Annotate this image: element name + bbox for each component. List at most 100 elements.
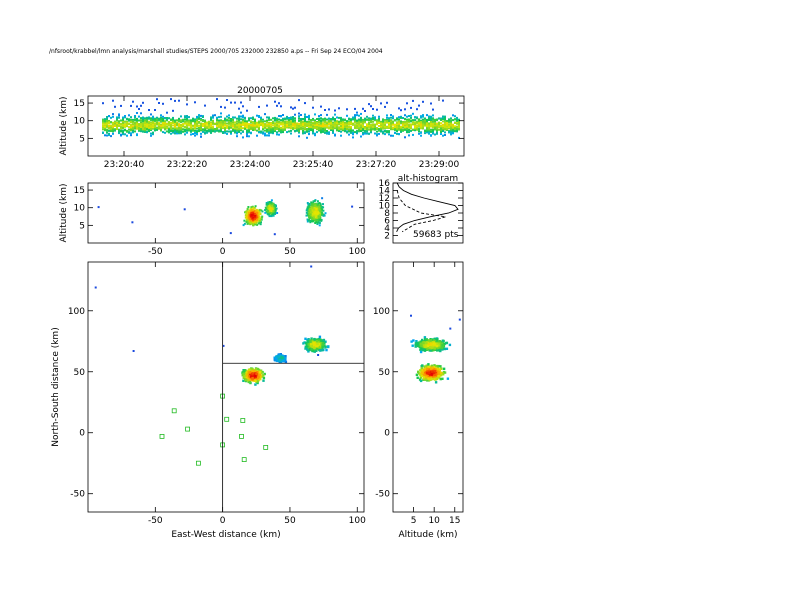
density-cell (334, 134, 336, 137)
density-cell (204, 122, 206, 125)
density-cell (400, 125, 402, 128)
density-cell (420, 116, 422, 119)
density-cell (358, 123, 360, 125)
density-cell (142, 130, 144, 133)
density-cell (394, 124, 396, 127)
density-cell (238, 119, 240, 122)
density-cell (320, 207, 323, 210)
density-cell (204, 129, 206, 132)
density-cell (130, 104, 132, 107)
density-cell (246, 374, 249, 378)
density-cell (276, 131, 278, 134)
density-cell (288, 117, 290, 119)
density-cell (122, 124, 124, 127)
density-cell (350, 131, 352, 134)
density-cell (216, 98, 218, 101)
density-cell (430, 134, 432, 137)
density-cell (230, 118, 232, 120)
density-cell (450, 133, 452, 136)
density-cell (108, 125, 110, 127)
density-cell (262, 379, 265, 382)
density-cell (190, 130, 192, 133)
density-cell (178, 123, 180, 126)
density-cell (258, 212, 261, 215)
density-cell (106, 131, 108, 134)
density-cell (126, 134, 128, 137)
density-cell (310, 124, 312, 127)
density-cell (236, 132, 238, 135)
density-cell (404, 114, 406, 117)
density-cell (364, 110, 366, 112)
density-cell (408, 118, 410, 121)
density-cell (360, 116, 362, 119)
density-cell (444, 115, 446, 118)
density-cell (290, 120, 292, 123)
density-cell (228, 121, 230, 124)
density-cell (110, 135, 112, 138)
density-cell (318, 202, 321, 204)
density-cell (444, 128, 446, 131)
density-cell (408, 124, 410, 127)
density-cell (120, 123, 122, 126)
density-cell (246, 133, 248, 136)
density-cell (118, 120, 120, 123)
density-cell (148, 127, 150, 130)
ytick-label: 2 (384, 232, 390, 242)
density-cell (306, 206, 309, 209)
density-cell (250, 373, 254, 376)
density-cell (334, 119, 336, 122)
density-cell (384, 105, 386, 108)
density-cell (116, 127, 118, 130)
density-cell (194, 134, 196, 137)
density-cell (364, 129, 366, 132)
density-cell (282, 359, 285, 362)
density-cell (218, 122, 220, 125)
density-cell (310, 125, 312, 128)
density-cell (263, 372, 266, 376)
density-cell (277, 355, 280, 359)
density-cell (182, 130, 184, 133)
density-cell (257, 214, 260, 217)
density-cell (210, 118, 212, 121)
density-cell (154, 124, 156, 127)
density-cell (452, 123, 454, 126)
density-cell (124, 120, 126, 123)
density-cell (192, 117, 194, 120)
density-cell (344, 119, 346, 122)
density-cell (176, 119, 178, 122)
density-cell (362, 133, 364, 136)
density-cell (296, 125, 298, 128)
density-cell (380, 127, 382, 130)
xtick-label: 23:27:20 (356, 160, 397, 170)
density-cell (264, 134, 266, 137)
density-cell (410, 114, 412, 117)
density-cell (360, 121, 362, 123)
density-cell (318, 218, 321, 221)
density-cell (418, 132, 420, 135)
density-cell (334, 113, 336, 116)
density-cell (170, 118, 172, 121)
density-cell (426, 119, 428, 122)
density-cell (262, 124, 264, 126)
density-cell (290, 106, 292, 109)
density-cell (278, 133, 280, 136)
density-cell (332, 127, 334, 130)
density-cell (172, 124, 174, 127)
density-cell (140, 112, 142, 115)
density-cell (106, 117, 108, 120)
density-cell (278, 124, 280, 127)
density-cell (202, 125, 204, 127)
density-cell (258, 221, 261, 224)
density-cell (348, 129, 350, 132)
density-cell (168, 127, 170, 130)
density-cell (272, 120, 274, 123)
density-cell (170, 127, 172, 130)
density-cell (392, 120, 394, 123)
density-cell (186, 120, 188, 123)
density-cell (317, 202, 320, 205)
density-cell (168, 121, 170, 124)
density-cell (228, 125, 230, 128)
density-cell (356, 130, 358, 133)
density-cell (178, 131, 180, 134)
density-cell (442, 130, 444, 132)
